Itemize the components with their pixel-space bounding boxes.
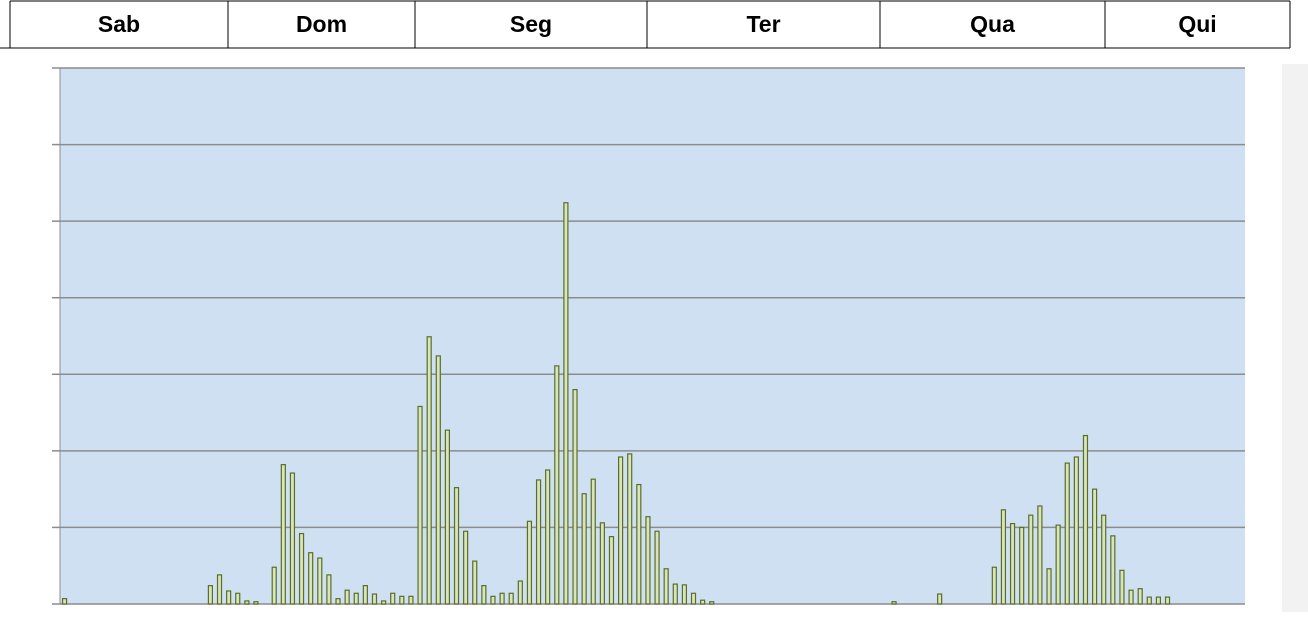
bar xyxy=(61,598,68,605)
bar xyxy=(535,479,542,605)
bar xyxy=(490,595,496,605)
bar xyxy=(526,520,533,605)
bar xyxy=(399,595,405,605)
bar xyxy=(645,516,651,605)
bar xyxy=(298,532,305,605)
bar xyxy=(244,600,250,605)
bar xyxy=(1019,526,1025,605)
bar xyxy=(1046,568,1052,605)
bar xyxy=(991,566,997,605)
bar xyxy=(590,478,596,605)
bar xyxy=(1009,522,1016,605)
side-panel xyxy=(1282,64,1308,612)
bar xyxy=(1064,462,1070,605)
bar xyxy=(563,202,569,605)
bar xyxy=(499,592,505,605)
bar xyxy=(417,405,423,605)
bar xyxy=(280,464,286,605)
bar xyxy=(663,568,669,605)
bar xyxy=(1137,588,1143,605)
bar xyxy=(1155,596,1162,605)
bar xyxy=(937,593,943,605)
bar xyxy=(444,429,451,605)
bar xyxy=(554,365,560,605)
bar xyxy=(317,557,323,605)
bar xyxy=(581,493,587,605)
bar xyxy=(1119,569,1125,605)
day-label: Sab xyxy=(98,11,140,37)
bar xyxy=(463,530,469,605)
bar xyxy=(1073,456,1079,605)
bar xyxy=(344,589,350,605)
bar xyxy=(253,601,259,605)
bar xyxy=(891,601,897,605)
day-label: Dom xyxy=(296,11,347,37)
bar xyxy=(1082,434,1089,605)
bar xyxy=(408,595,414,605)
bar xyxy=(1091,488,1098,605)
day-label: Qua xyxy=(970,11,1015,37)
bar xyxy=(226,590,232,605)
bar xyxy=(453,487,460,605)
bar xyxy=(380,600,387,605)
bar xyxy=(709,601,715,605)
bar xyxy=(271,566,277,605)
bar xyxy=(335,598,341,605)
bar xyxy=(216,574,223,605)
bar xyxy=(617,456,624,605)
plot-area xyxy=(60,68,1245,604)
bar xyxy=(1128,589,1134,605)
day-label: Ter xyxy=(746,11,780,37)
day-label: Seg xyxy=(510,11,552,37)
bar xyxy=(353,592,359,605)
bar xyxy=(481,585,487,605)
bar xyxy=(508,592,514,605)
bar xyxy=(371,593,378,605)
bar xyxy=(681,584,688,605)
day-label: Qui xyxy=(1178,11,1216,37)
bar xyxy=(654,530,660,605)
bar xyxy=(472,560,478,605)
bar xyxy=(308,552,314,605)
bar xyxy=(1037,505,1043,605)
bar xyxy=(608,536,615,605)
bar xyxy=(1055,524,1061,605)
bar xyxy=(700,599,706,605)
bar xyxy=(672,583,678,605)
bar xyxy=(690,592,697,605)
bar xyxy=(435,355,441,605)
bar xyxy=(1110,535,1116,605)
bar xyxy=(207,585,214,605)
bar xyxy=(362,585,368,605)
bar xyxy=(235,592,241,605)
bar xyxy=(390,592,396,605)
bar xyxy=(545,469,551,605)
bar xyxy=(1101,514,1107,605)
bar xyxy=(517,580,523,605)
bar xyxy=(1164,596,1171,605)
bar xyxy=(599,522,605,605)
bar xyxy=(289,472,296,605)
bar xyxy=(636,483,642,605)
bar xyxy=(326,574,332,605)
bar xyxy=(1028,514,1034,605)
bar xyxy=(1000,509,1007,605)
bar xyxy=(572,389,578,605)
bar xyxy=(1146,596,1152,605)
bar xyxy=(627,453,633,605)
bar xyxy=(426,336,432,605)
